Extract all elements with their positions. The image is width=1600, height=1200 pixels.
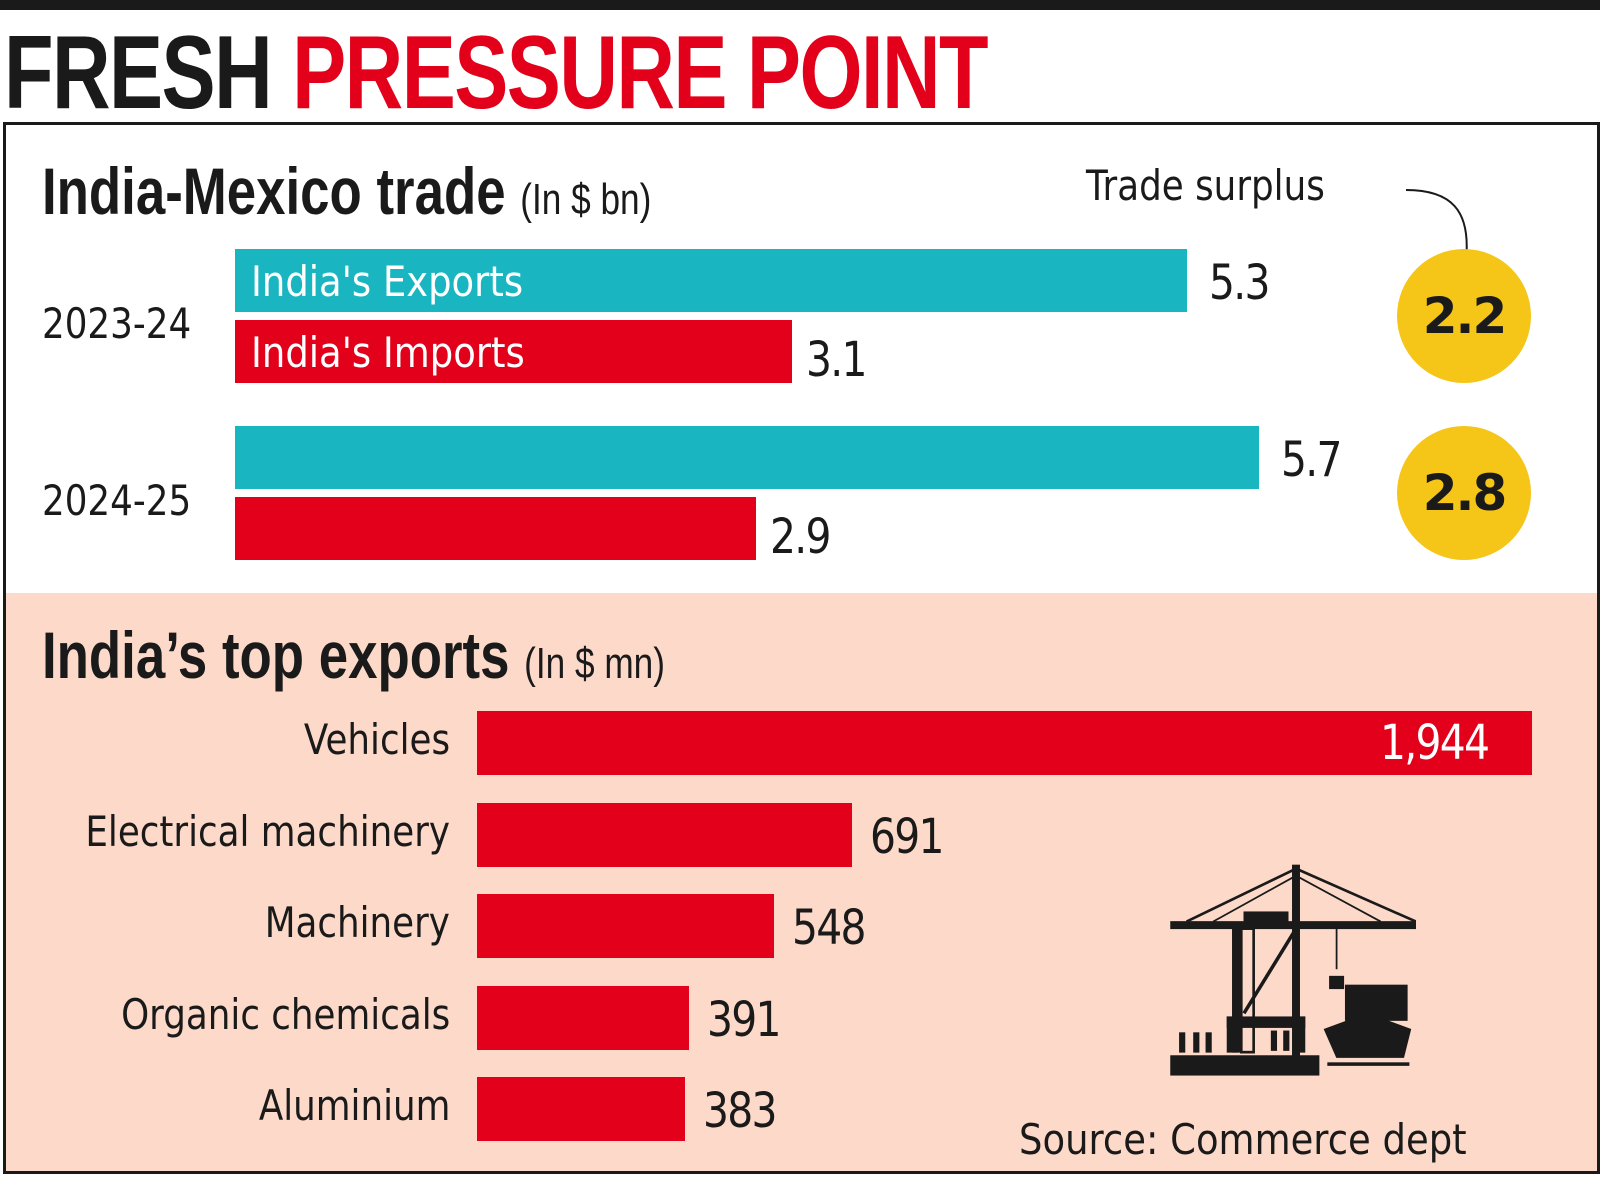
headline-part2: PRESSURE POINT — [292, 15, 988, 131]
headline: FRESH PRESSURE POINT — [4, 14, 989, 133]
trade-surplus-badge: 2.8 — [1397, 426, 1531, 560]
export-value: 691 — [870, 808, 944, 865]
top-exports-panel — [6, 593, 1597, 1171]
surplus-leader-line — [1405, 189, 1468, 261]
exports-value: 5.3 — [1209, 255, 1271, 311]
exports-unit: (In $ mn) — [524, 639, 665, 688]
exports-title-text: India’s top exports — [42, 618, 510, 692]
export-bar — [477, 711, 1532, 775]
year-label: 2023-24 — [42, 299, 192, 348]
export-value: 548 — [792, 900, 866, 956]
exports-legend-label: India's Exports — [251, 257, 524, 306]
category-label: Organic chemicals — [120, 989, 450, 1039]
category-label: Machinery — [264, 898, 450, 947]
export-bar — [477, 1077, 685, 1141]
imports-value: 2.9 — [769, 509, 832, 565]
headline-part1: FRESH — [4, 15, 273, 131]
imports-bar — [235, 497, 756, 560]
category-label: Vehicles — [303, 715, 450, 764]
imports-value: 3.1 — [805, 332, 868, 388]
exports-bar — [235, 249, 1188, 312]
export-bar — [477, 985, 690, 1050]
top-rule — [0, 0, 1600, 10]
export-value: 1,944 — [1380, 715, 1490, 771]
imports-bar — [235, 320, 792, 383]
export-bar — [477, 894, 775, 958]
trade-surplus-badge: 2.2 — [1397, 249, 1531, 383]
export-value: 391 — [707, 991, 781, 1048]
export-value: 383 — [702, 1083, 777, 1139]
port-crane-ship-icon — [1170, 864, 1416, 1076]
chart-frame: India-Mexico trade (In $ bn) Trade surpl… — [3, 122, 1600, 1174]
category-label: Aluminium — [258, 1081, 450, 1130]
exports-title: India’s top exports (In $ mn) — [42, 617, 665, 693]
trade-title: India-Mexico trade (In $ bn) — [42, 153, 651, 229]
exports-value: 5.7 — [1281, 432, 1343, 488]
exports-bar — [235, 426, 1259, 489]
category-label: Electrical machinery — [85, 806, 450, 856]
export-bar — [477, 802, 852, 867]
imports-legend-label: India's Imports — [251, 328, 525, 377]
trade-title-text: India-Mexico trade — [42, 154, 506, 228]
source-note: Source: Commerce dept — [1019, 1115, 1467, 1164]
year-label: 2024-25 — [42, 476, 192, 525]
trade-unit: (In $ bn) — [520, 175, 652, 224]
trade-surplus-label: Trade surplus — [1086, 161, 1325, 210]
